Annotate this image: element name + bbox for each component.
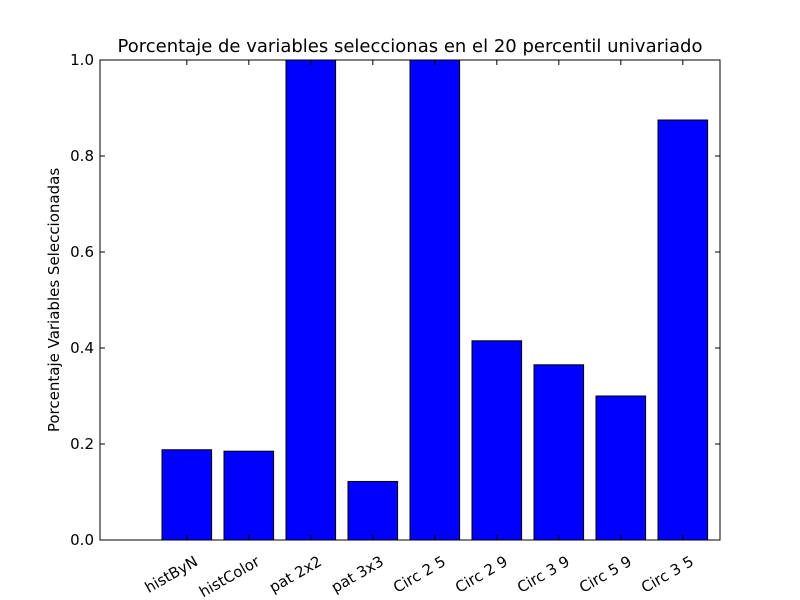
x-tick-label: Circ 2 9 bbox=[452, 552, 511, 596]
bars-layer bbox=[161, 59, 709, 541]
bar-circ-2-5 bbox=[409, 59, 461, 541]
y-tick-label: 0.0 bbox=[70, 531, 94, 549]
x-tick-label: histColor bbox=[196, 552, 263, 600]
y-tick-label: 0.8 bbox=[70, 147, 94, 165]
bar-circ-5-9 bbox=[595, 395, 647, 541]
x-tick-label: pat 3x3 bbox=[328, 552, 387, 596]
bar-pat-3x3 bbox=[347, 480, 399, 541]
x-tick-label: Circ 3 9 bbox=[514, 552, 573, 596]
bar-circ-3-9 bbox=[533, 364, 585, 541]
bar-circ-3-5 bbox=[657, 119, 709, 541]
bar-histbyn bbox=[161, 449, 213, 541]
bar-circ-2-9 bbox=[471, 340, 523, 541]
x-tick-label: histByN bbox=[142, 552, 201, 596]
bar-histcolor bbox=[223, 450, 275, 541]
x-tick-label: Circ 2 5 bbox=[390, 552, 449, 596]
bar-pat-2x2 bbox=[285, 59, 337, 541]
chart-title: Porcentaje de variables seleccionas en e… bbox=[118, 36, 703, 57]
y-tick-label: 0.4 bbox=[70, 339, 94, 357]
plot-frame bbox=[99, 59, 721, 541]
y-tick-label: 0.2 bbox=[70, 435, 94, 453]
y-tick-label: 0.6 bbox=[70, 243, 94, 261]
x-tick-label: Circ 5 9 bbox=[576, 552, 635, 596]
y-axis-label: Porcentaje Variables Seleccionadas bbox=[45, 168, 63, 432]
y-tick-label: 1.0 bbox=[70, 51, 94, 69]
x-tick-label: pat 2x2 bbox=[266, 552, 325, 596]
x-tick-label: Circ 3 5 bbox=[638, 552, 697, 596]
